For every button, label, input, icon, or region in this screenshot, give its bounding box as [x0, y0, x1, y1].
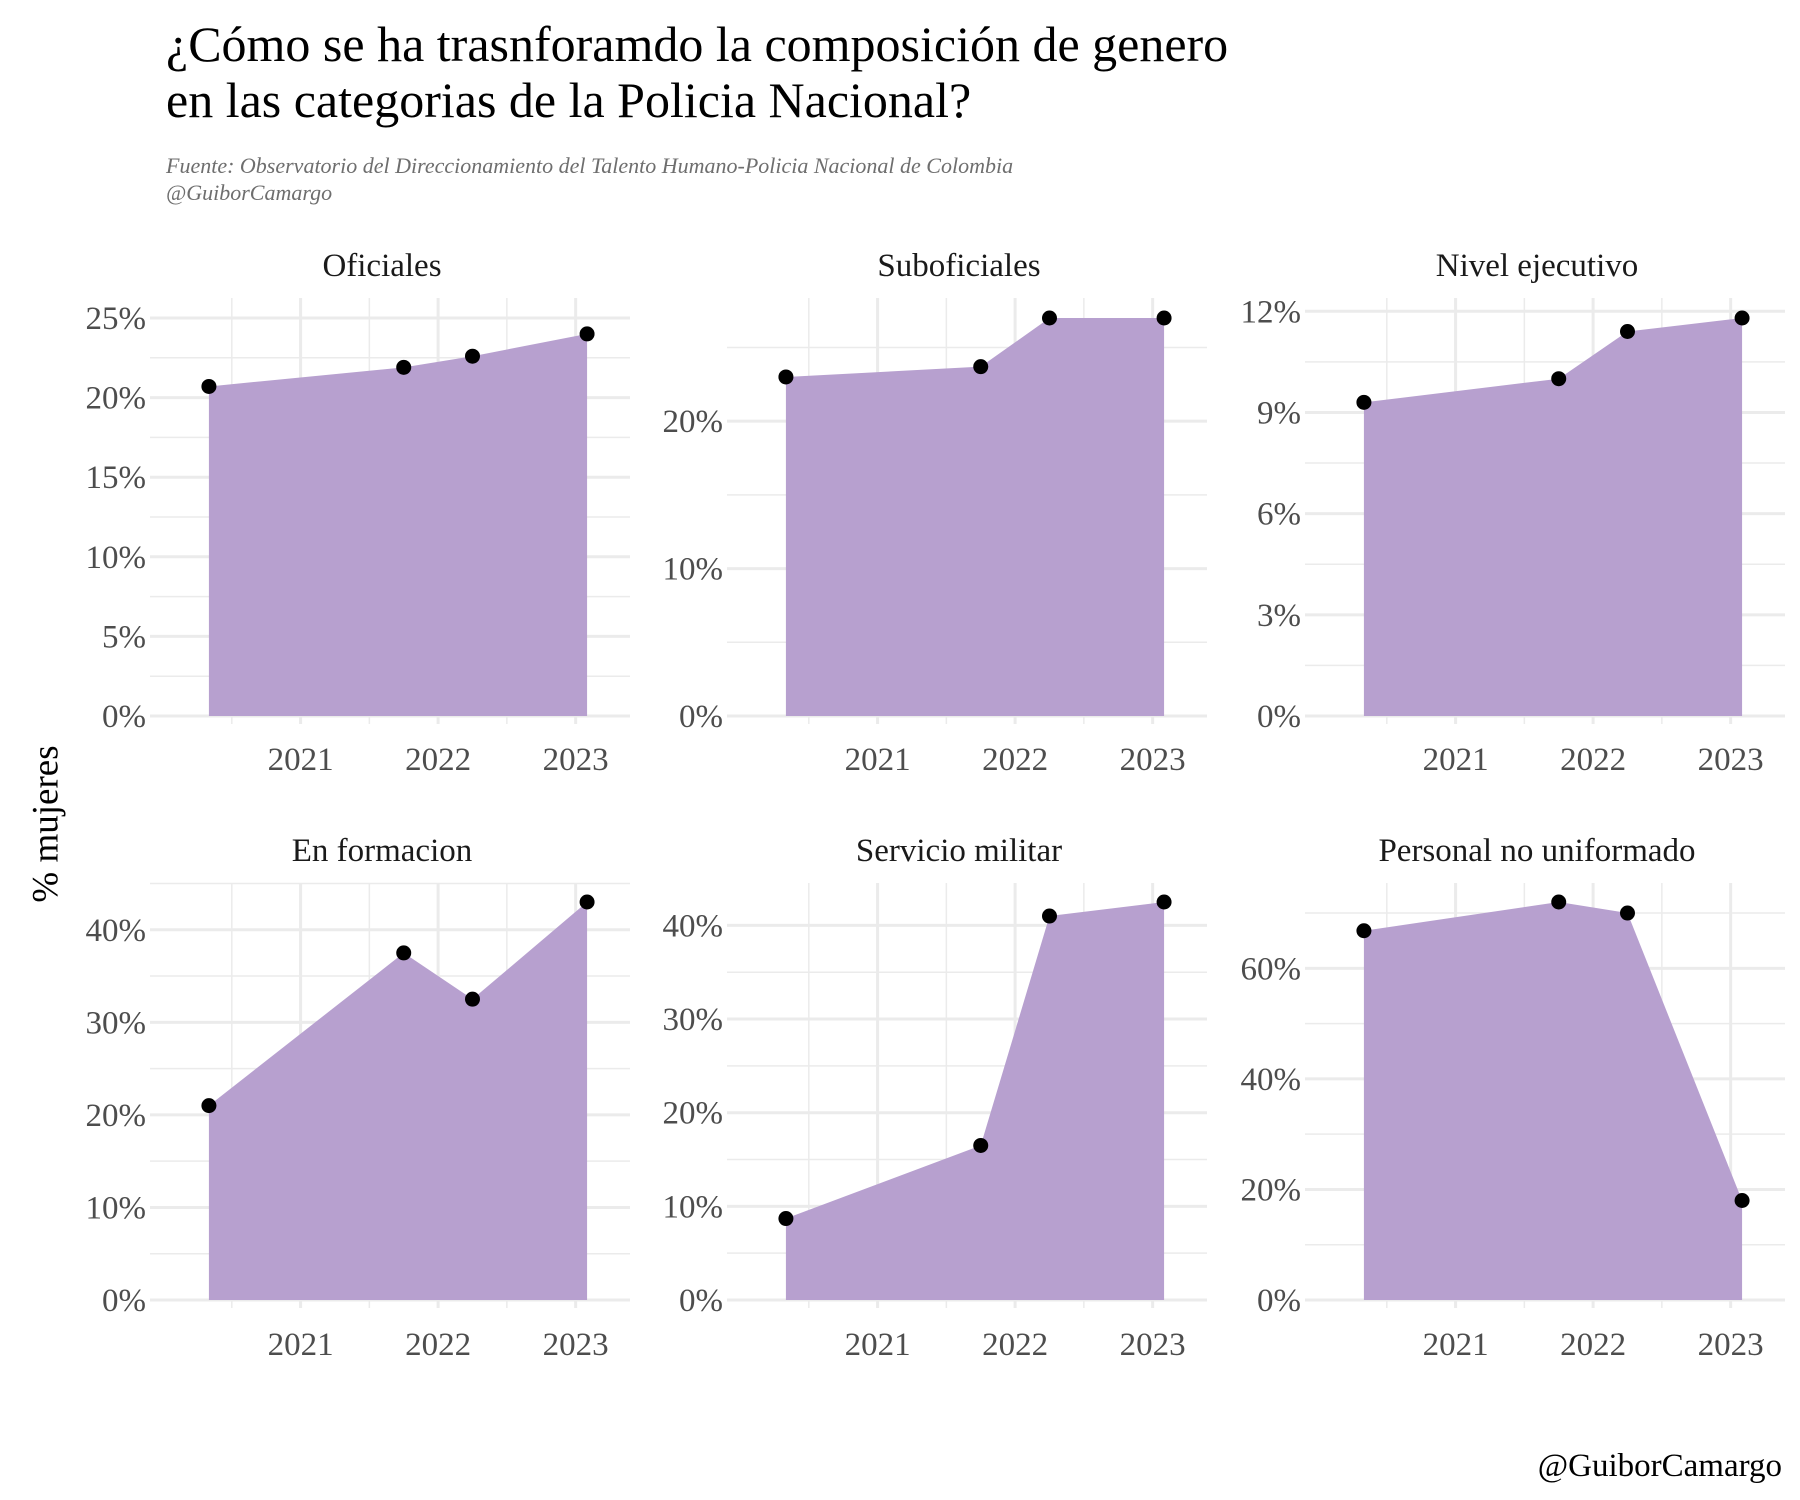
x-tick-label: 2022: [405, 742, 471, 778]
facet-panel-3: 0% 3% 6% 9% 12% 2021 2022 2023 Nivel ejecutivo: [1241, 248, 1785, 778]
y-tick-label: 5%: [102, 619, 146, 655]
facet-title: Personal no uniformado: [1378, 833, 1695, 869]
data-point: [1356, 394, 1372, 410]
y-tick-label: 20%: [663, 404, 724, 440]
data-point: [973, 1137, 989, 1153]
x-tick-label: 2022: [982, 742, 1048, 778]
x-tick-label: 2023: [1698, 742, 1764, 778]
facet-panel-4: 0% 10% 20% 30% 40% 2021 2022 2023 En formacion: [86, 833, 630, 1363]
facet-panel-2: 0% 10% 20% 2021 2022 2023 Suboficiales: [663, 248, 1207, 778]
facet-title: Oficiales: [322, 248, 441, 284]
y-tick-label: 0%: [102, 699, 146, 735]
chart-subtitle-source: Fuente: Observatorio del Direccionamient…: [166, 153, 1014, 178]
x-tick-label: 2021: [268, 742, 334, 778]
data-point: [464, 991, 480, 1007]
y-tick-label: 20%: [663, 1096, 724, 1132]
data-point: [579, 326, 595, 342]
data-point: [464, 348, 480, 364]
y-tick-label: 15%: [86, 460, 147, 496]
data-point: [1619, 905, 1635, 921]
data-point: [579, 894, 595, 910]
facet-panel-1: 0% 5% 10% 15% 20% 25% 2021 2022 2023 Oficiales: [86, 248, 630, 778]
x-tick-label: 2022: [1560, 1327, 1626, 1363]
facet-title: Servicio militar: [856, 833, 1062, 869]
y-tick-label: 40%: [86, 913, 147, 949]
y-tick-label: 10%: [86, 540, 147, 576]
caption: @GuiborCamargo: [1537, 1448, 1782, 1484]
y-tick-label: 0%: [1257, 699, 1301, 735]
y-tick-label: 20%: [86, 381, 147, 417]
data-point: [396, 359, 412, 375]
data-point: [1734, 1193, 1750, 1208]
x-tick-label: 2021: [845, 742, 911, 778]
y-tick-label: 30%: [86, 1005, 147, 1041]
data-point: [778, 1211, 794, 1227]
chart-title-line-1: ¿Cómo se ha trasnforamdo la composición …: [166, 16, 1229, 72]
data-point: [1619, 323, 1635, 339]
y-tick-label: 10%: [86, 1190, 147, 1226]
chart-subtitle: Fuente: Observatorio del Direccionamient…: [166, 152, 1013, 206]
x-tick-label: 2021: [845, 1327, 911, 1363]
y-tick-label: 10%: [663, 552, 724, 588]
y-tick-label: 9%: [1257, 395, 1301, 431]
area-series: [1363, 902, 1743, 1300]
y-tick-label: 0%: [679, 699, 723, 735]
y-tick-label: 40%: [1241, 1062, 1302, 1098]
facet-title: Nivel ejecutivo: [1436, 248, 1639, 284]
y-tick-label: 0%: [102, 1283, 146, 1319]
data-point: [1734, 310, 1750, 326]
data-point: [1041, 908, 1057, 924]
x-tick-label: 2021: [1423, 1327, 1489, 1363]
y-tick-label: 60%: [1241, 951, 1302, 987]
y-tick-label: 40%: [663, 908, 724, 944]
data-point: [973, 359, 989, 375]
data-point: [1156, 310, 1172, 326]
y-tick-label: 20%: [1241, 1172, 1302, 1208]
x-tick-label: 2021: [268, 1327, 334, 1363]
x-tick-label: 2023: [1120, 742, 1186, 778]
x-tick-label: 2021: [1423, 742, 1489, 778]
area-series: [785, 902, 1165, 1300]
y-tick-label: 25%: [86, 301, 147, 337]
y-tick-label: 0%: [1257, 1283, 1301, 1319]
y-tick-label: 3%: [1257, 598, 1301, 634]
data-point: [201, 1098, 217, 1114]
area-series: [785, 318, 1165, 716]
y-tick-label: 20%: [86, 1098, 147, 1134]
area-series: [1363, 318, 1743, 716]
y-tick-label: 12%: [1241, 294, 1302, 330]
data-point: [1551, 371, 1567, 387]
data-point: [201, 378, 217, 394]
chart-title-line-2: en las categorias de la Policia Nacional…: [166, 72, 972, 128]
data-point: [778, 369, 794, 385]
area-series: [208, 333, 588, 716]
x-tick-label: 2022: [405, 1327, 471, 1363]
area-series: [208, 902, 588, 1300]
y-tick-label: 30%: [663, 1002, 724, 1038]
x-tick-label: 2023: [543, 742, 609, 778]
x-tick-label: 2022: [982, 1327, 1048, 1363]
y-tick-label: 6%: [1257, 497, 1301, 533]
y-tick-label: 10%: [663, 1189, 724, 1225]
data-point: [1551, 894, 1567, 910]
x-tick-label: 2023: [1120, 1327, 1186, 1363]
x-tick-label: 2022: [1560, 742, 1626, 778]
facet-title: Suboficiales: [877, 248, 1040, 284]
chart-title: ¿Cómo se ha trasnforamdo la composición …: [166, 16, 1566, 128]
data-point: [396, 945, 412, 961]
data-point: [1356, 923, 1372, 939]
facet-panel-6: 0% 20% 40% 60% 2021 2022 2023 Personal no unifo…: [1241, 833, 1785, 1363]
data-point: [1041, 310, 1057, 326]
data-point: [1156, 894, 1172, 910]
x-tick-label: 2023: [543, 1327, 609, 1363]
y-tick-label: 0%: [679, 1283, 723, 1319]
facet-title: En formacion: [292, 833, 473, 869]
x-tick-label: 2023: [1698, 1327, 1764, 1363]
facet-panel-5: 0% 10% 20% 30% 40% 2021 2022 2023 Servicio milit…: [663, 833, 1207, 1363]
chart-subtitle-author: @GuiborCamargo: [166, 180, 333, 205]
